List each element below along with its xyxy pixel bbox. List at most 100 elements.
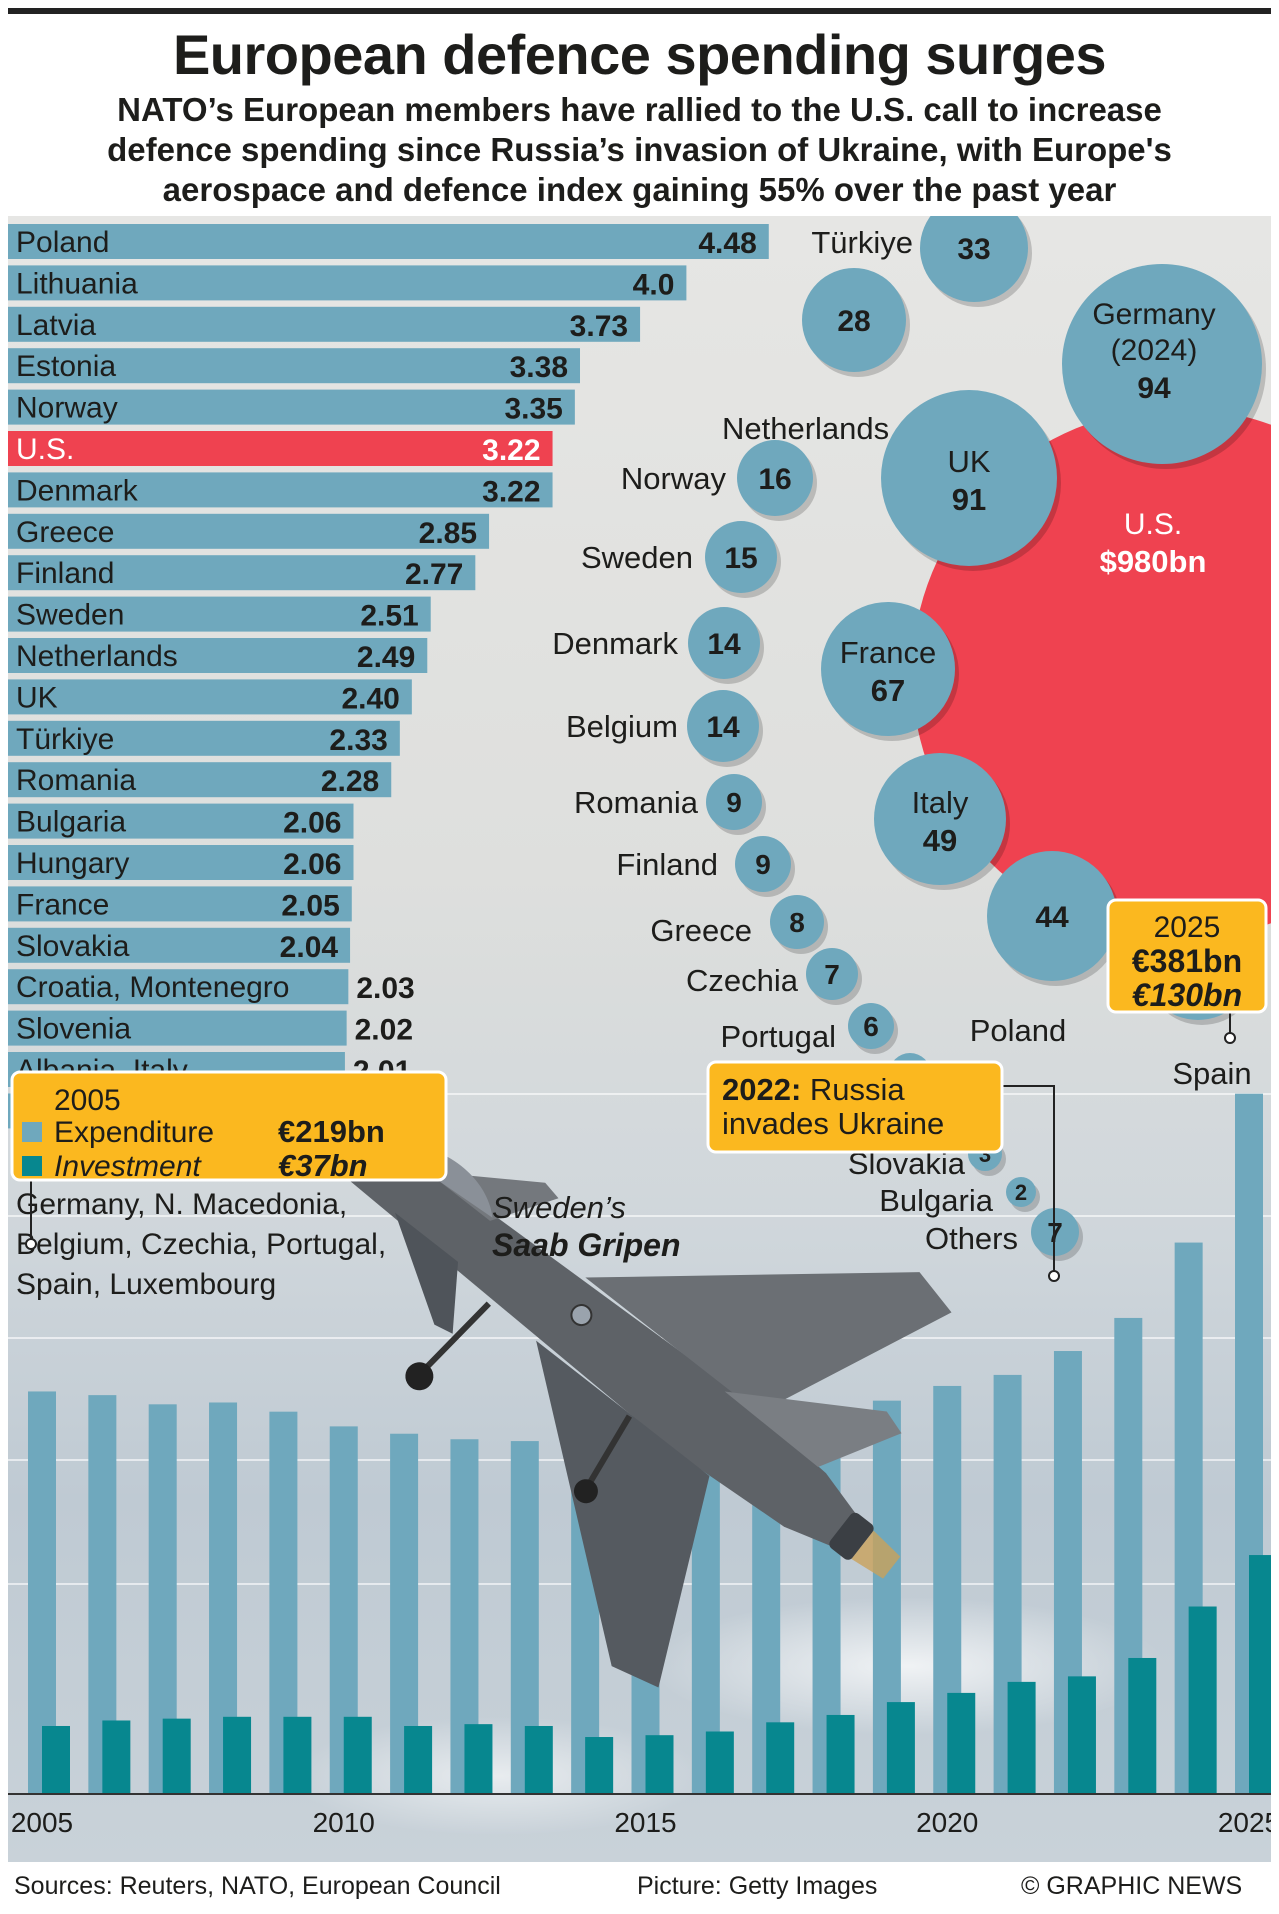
bubble-label: Greece	[650, 913, 752, 948]
gdp-bar-label: Finland	[16, 557, 114, 590]
gdp-chart-unit: (% OF GDP)	[546, 216, 715, 217]
gdp-bar	[8, 927, 351, 963]
gdp-bar	[8, 265, 687, 301]
bubble-label: Bulgaria	[879, 1183, 993, 1218]
bubble-value: 33	[957, 233, 990, 266]
page-title: European defence spending surges	[172, 23, 1107, 86]
investment-bar	[1249, 1555, 1271, 1794]
gdp-bar-value: 2.06	[283, 807, 341, 840]
bubble-value: 6	[863, 1011, 879, 1042]
investment-bar	[1128, 1657, 1157, 1794]
gdp-bar-label: UK	[16, 681, 58, 714]
gdp-bar	[8, 348, 581, 384]
gdp-bar	[8, 472, 553, 508]
bubble-chart-unit: U.S. $ billions	[1070, 216, 1260, 217]
aircraft-caption-1: Sweden’s	[492, 1190, 626, 1225]
x-tick-label: 2015	[614, 1807, 676, 1838]
gdp-bar-value: 2.02	[355, 1014, 413, 1047]
bubble	[821, 602, 955, 736]
investment-legend-swatch	[22, 1156, 42, 1176]
bubble-label: Denmark	[552, 626, 678, 661]
bubble-value: 28	[837, 305, 870, 338]
bubble	[1006, 1177, 1036, 1207]
bubble	[874, 753, 1006, 885]
bubble-value: 8	[789, 907, 805, 938]
bubble-label: Poland	[970, 1013, 1067, 1048]
bubble-value: 9	[755, 849, 771, 880]
gdp-bar-label: Netherlands	[16, 640, 178, 673]
bubble	[688, 607, 760, 679]
gdp-bar-value: 4.0	[633, 268, 675, 301]
x-tick-label: 2010	[313, 1807, 375, 1838]
investment-bar	[162, 1718, 191, 1794]
column-chart: 2005 2010 2015 2020 2025	[8, 1093, 1271, 1838]
gdp-bar	[8, 720, 400, 756]
gdp-bar	[8, 762, 392, 798]
bubble-label: (2024)	[1111, 334, 1198, 367]
gdp-bar-value: 3.22	[482, 475, 540, 508]
gdp-bar-value: 2.04	[280, 931, 339, 964]
bubble-label: Italy	[912, 785, 969, 820]
subtitle-line-1: NATO’s European members have rallied to …	[117, 91, 1162, 128]
gdp-bar	[8, 596, 431, 632]
gdp-bar-value: 2.33	[329, 724, 387, 757]
gdp-bar-value: 3.38	[510, 351, 568, 384]
bubble	[848, 1003, 894, 1049]
bubble-label: France	[840, 635, 936, 670]
aircraft-caption-2: Saab Gripen	[492, 1227, 681, 1263]
bubble-value: 7	[824, 959, 840, 990]
gdp-bar	[8, 513, 490, 549]
gdp-bar-label: U.S.	[16, 433, 74, 466]
callout-dot	[1224, 1032, 1236, 1044]
picture-credit: Picture: Getty Images	[637, 1872, 878, 1900]
page-subtitle: NATO’s European members have rallied to …	[40, 90, 1239, 210]
bubble-value: 67	[871, 673, 905, 708]
investment-bar	[102, 1720, 131, 1794]
gdp-bar-value: 2.06	[283, 848, 341, 881]
gdp-bar-value: 2.28	[321, 765, 379, 798]
bubble-label: Netherlands	[722, 411, 889, 446]
callout-2022-line-1: 2022: Russia	[722, 1072, 905, 1107]
bubble-label: Türkiye	[811, 225, 913, 260]
gdp-bar-value: 2.03	[356, 972, 414, 1005]
gdp-bar	[8, 1010, 347, 1046]
bubble-label: Others	[925, 1221, 1018, 1256]
callout-2022	[706, 1060, 1004, 1154]
investment-bar	[524, 1725, 553, 1794]
gdp-bar-label: Estonia	[16, 350, 116, 383]
gdp-note-line: Germany, N. Macedonia,	[16, 1188, 347, 1221]
bubble-value: 14	[707, 628, 741, 661]
callout-value: €37bn	[278, 1148, 368, 1183]
gdp-bar-label: Slovenia	[16, 1013, 131, 1046]
gdp-bar	[8, 555, 476, 591]
investment-bar	[42, 1725, 70, 1794]
callout-value: €381bn	[1132, 943, 1242, 979]
callout-year: 2005	[54, 1084, 121, 1117]
gdp-chart-title: EUROPEAN DEFENCE SPENDING	[20, 216, 507, 217]
gdp-bar-label: Hungary	[16, 847, 129, 880]
callout-2022-line-2: invades Ukraine	[722, 1106, 944, 1141]
investment-bar	[886, 1702, 915, 1794]
chart-panel: 20052010201520202025 EUROPEAN DEFENCE	[8, 216, 1271, 1862]
bubble	[802, 268, 906, 372]
bubble-label: UK	[947, 444, 990, 479]
investment-bar	[766, 1722, 795, 1794]
investment-bar	[283, 1716, 312, 1794]
investment-bar	[1067, 1676, 1096, 1794]
gdp-bar-value: 3.73	[570, 310, 628, 343]
gdp-bar-value: 2.51	[360, 600, 418, 633]
callout-value: €130bn	[1132, 977, 1242, 1013]
investment-bar	[645, 1735, 674, 1794]
expenditure-legend-swatch	[22, 1122, 42, 1142]
subtitle-line-2: defence spending since Russia’s invasion…	[107, 131, 1172, 168]
gdp-bar-value: 2.85	[419, 517, 477, 550]
bubble-value: 49	[923, 823, 957, 858]
gdp-bar-label: Lithuania	[16, 267, 138, 300]
bubble-value: 2	[1015, 1180, 1027, 1205]
callout-dot	[25, 1238, 37, 1250]
gdp-bar-label: Romania	[16, 764, 136, 797]
investment-bar	[947, 1692, 976, 1794]
gdp-note-line: Belgium, Czechia, Portugal,	[16, 1228, 386, 1261]
bubble	[987, 851, 1117, 981]
